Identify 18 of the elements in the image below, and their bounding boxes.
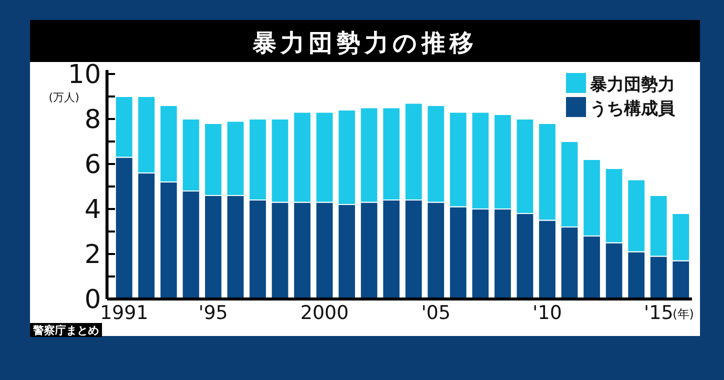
y-tick-label: 2 <box>84 240 101 270</box>
y-axis-title: (万人) <box>48 91 80 104</box>
y-tick-label: 0 <box>84 285 101 315</box>
y-tick-label: 10 <box>68 60 101 90</box>
x-tick-label: '10 <box>532 302 562 324</box>
legend-label: 暴力団勢力 <box>589 75 675 95</box>
x-tick-label: '05 <box>421 302 451 324</box>
chart-title: 暴力団勢力の推移 <box>252 29 478 57</box>
y-tick-label: 4 <box>84 195 101 225</box>
x-axis-title: (年) <box>672 307 694 321</box>
text: 警察庁まとめ <box>32 324 99 337</box>
legend-label: うち構成員 <box>590 99 676 119</box>
x-tick-label: '15 <box>644 302 674 324</box>
x-tick-label: 2000 <box>300 302 349 324</box>
x-tick-label: 1991 <box>100 302 148 324</box>
y-tick-label: 6 <box>84 150 101 180</box>
y-tick-label: 8 <box>84 105 101 135</box>
x-tick-label: '95 <box>198 302 228 324</box>
